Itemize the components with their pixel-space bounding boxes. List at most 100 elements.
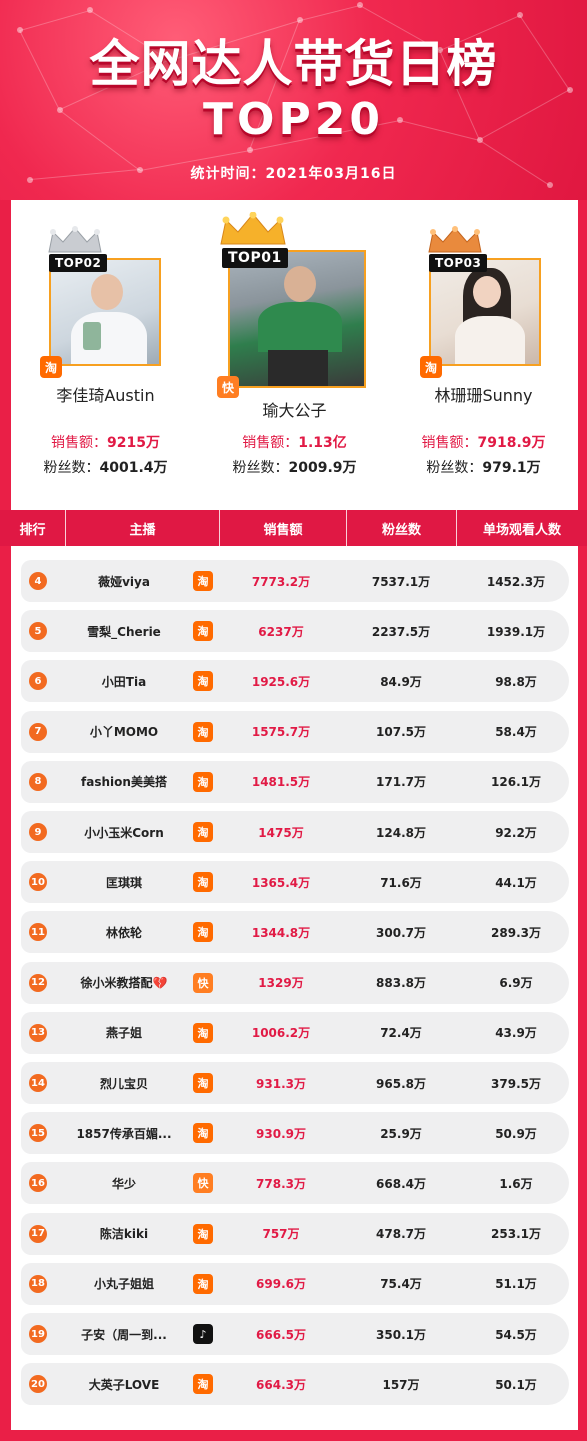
platform-cell: 淘 [193, 922, 213, 943]
anchor-name: 徐小米教搭配💔 [80, 976, 168, 991]
anchor-name: 燕子姐 [105, 1026, 142, 1041]
sales-value: 778.3万 [256, 1176, 306, 1191]
anchor-name: 子安（周一到... [81, 1327, 167, 1342]
fans-value: 668.4万 [376, 1176, 426, 1191]
banner-header: 全网达人带货日榜 TOP20 统计时间：2021年03月16日 [0, 0, 587, 200]
platform-cell: 淘 [193, 771, 213, 792]
taobao-icon: 淘 [193, 922, 213, 943]
sales-value: 931.3万 [256, 1076, 306, 1091]
rank-badge: 6 [29, 672, 47, 691]
anchor-name: 小田Tia [101, 674, 147, 689]
rank-badge: 5 [29, 622, 47, 641]
sales-value: 7918.9万 [477, 435, 546, 451]
table-row[interactable]: 20 大英子LOVE 淘 664.3万 157万 50.1万 [21, 1363, 569, 1406]
page-subtitle: TOP20 [203, 94, 384, 145]
anchor-name: 小丸子姐姐 [93, 1277, 154, 1292]
rank-badge: 17 [29, 1224, 47, 1243]
anchor-name: 雪梨_Cherie [87, 624, 161, 639]
table-row[interactable]: 6 小田Tia 淘 1925.6万 84.9万 98.8万 [21, 660, 569, 703]
views-value: 289.3万 [491, 925, 541, 940]
table-row[interactable]: 18 小丸子姐姐 淘 699.6万 75.4万 51.1万 [21, 1262, 569, 1305]
table-row[interactable]: 5 雪梨_Cherie 淘 6237万 2237.5万 1939.1万 [21, 610, 569, 653]
table-row[interactable]: 17 陈洁kiki 淘 757万 478.7万 253.1万 [21, 1212, 569, 1255]
ranking-table: 4 薇娅viya 淘 7773.2万 7537.1万 1452.3万 5 雪梨_Cherie 淘… [11, 546, 578, 1430]
table-row[interactable]: 8 fashion美美搭 淘 1481.5万 171.7万 126.1万 [21, 760, 569, 803]
fans-value: 4001.4万 [99, 460, 168, 476]
rank-badge: 7 [29, 722, 47, 741]
column-header-rank: 排行 [0, 510, 66, 546]
views-value: 92.2万 [495, 825, 537, 840]
sales-value: 9215万 [107, 435, 160, 451]
platform-cell: 淘 [193, 1223, 213, 1244]
table-row[interactable]: 13 燕子姐 淘 1006.2万 72.4万 43.9万 [21, 1011, 569, 1054]
fans-value: 2009.9万 [288, 460, 357, 476]
fans-value: 350.1万 [376, 1327, 426, 1342]
taobao-icon: 淘 [193, 721, 213, 742]
fans-value: 107.5万 [376, 725, 426, 740]
views-value: 50.1万 [495, 1377, 537, 1392]
sales-value: 699.6万 [256, 1277, 306, 1292]
anchor-name: 林珊珊Sunny [434, 386, 533, 405]
fans-value: 75.4万 [380, 1277, 422, 1292]
fans-value: 84.9万 [380, 674, 422, 689]
fans-label: 粉丝数： [232, 460, 289, 476]
podium-card-top01[interactable]: TOP01 快 瑜大公子 销售额：1.13亿 粉丝数：2009.9万 [200, 200, 389, 510]
rank-tag: TOP02 [49, 254, 108, 272]
sales-value: 1481.5万 [251, 775, 311, 790]
fans-line: 粉丝数：2009.9万 [200, 457, 389, 477]
statistics-date: 统计时间：2021年03月16日 [190, 166, 397, 182]
fans-line: 粉丝数：979.1万 [389, 457, 578, 477]
taobao-icon: 淘 [193, 1022, 213, 1043]
table-row[interactable]: 4 薇娅viya 淘 7773.2万 7537.1万 1452.3万 [21, 560, 569, 602]
table-row[interactable]: 15 1857传承百媚... 淘 930.9万 25.9万 50.9万 [21, 1112, 569, 1155]
anchor-name: 小小玉米Corn [84, 825, 164, 840]
anchor-name: 林依轮 [105, 925, 142, 940]
table-row[interactable]: 12 徐小米教搭配💔 快 1329万 883.8万 6.9万 [21, 961, 569, 1004]
rank-badge: 4 [29, 572, 47, 590]
rank-badge: 13 [29, 1023, 47, 1042]
page-title: 全网达人带货日榜 [89, 35, 498, 93]
views-value: 44.1万 [495, 875, 537, 890]
kuaishou-icon: 快 [193, 972, 213, 993]
fans-value: 300.7万 [376, 925, 426, 940]
rank-badge: 19 [29, 1325, 47, 1343]
fans-value: 71.6万 [380, 875, 422, 890]
podium-card-top02[interactable]: TOP02 淘 李佳琦Austin 销售额：9215万 粉丝数：4001.4万 [11, 200, 200, 510]
table-row[interactable]: 10 匡琪琪 淘 1365.4万 71.6万 44.1万 [21, 861, 569, 904]
table-row[interactable]: 16 华少 快 778.3万 668.4万 1.6万 [21, 1162, 569, 1205]
table-row[interactable]: 11 林依轮 淘 1344.8万 300.7万 289.3万 [21, 911, 569, 954]
taobao-icon: 淘 [40, 356, 62, 378]
table-row[interactable]: 14 烈儿宝贝 淘 931.3万 965.8万 379.5万 [21, 1062, 569, 1104]
sales-value: 666.5万 [256, 1327, 306, 1342]
douyin-icon: ♪ [193, 1324, 213, 1344]
table-row[interactable]: 19 子安（周一到... ♪ 666.5万 350.1万 54.5万 [21, 1313, 569, 1355]
sales-value: 1.13亿 [298, 435, 347, 451]
sales-value: 7773.2万 [251, 574, 311, 589]
kuaishou-icon: 快 [217, 376, 239, 398]
taobao-icon: 淘 [193, 571, 213, 591]
rank-badge: 8 [29, 772, 47, 791]
taobao-icon: 淘 [193, 1223, 213, 1244]
views-value: 58.4万 [495, 725, 537, 740]
taobao-icon: 淘 [193, 1073, 213, 1093]
sales-label: 销售额： [421, 435, 478, 451]
taobao-icon: 淘 [193, 872, 213, 893]
fans-value: 72.4万 [380, 1026, 422, 1041]
views-value: 6.9万 [499, 976, 533, 991]
avatar-photo [49, 258, 161, 366]
sales-value: 1925.6万 [251, 674, 311, 689]
fans-value: 883.8万 [376, 976, 426, 991]
table-row[interactable]: 7 小丫MOMO 淘 1575.7万 107.5万 58.4万 [21, 710, 569, 753]
views-value: 379.5万 [491, 1076, 541, 1091]
gold-crown-icon [218, 212, 288, 246]
taobao-icon: 淘 [193, 771, 213, 792]
views-value: 50.9万 [495, 1126, 537, 1141]
anchor-name: 李佳琦Austin [56, 386, 155, 405]
sales-value: 1365.4万 [251, 875, 311, 890]
platform-cell: 淘 [193, 1273, 213, 1294]
anchor-name: fashion美美搭 [81, 775, 167, 790]
podium-card-top03[interactable]: TOP03 淘 林珊珊Sunny 销售额：7918.9万 粉丝数：979.1万 [389, 200, 578, 510]
anchor-name: 烈儿宝贝 [99, 1076, 148, 1091]
fans-value: 157万 [382, 1377, 420, 1392]
table-row[interactable]: 9 小小玉米Corn 淘 1475万 124.8万 92.2万 [21, 811, 569, 853]
